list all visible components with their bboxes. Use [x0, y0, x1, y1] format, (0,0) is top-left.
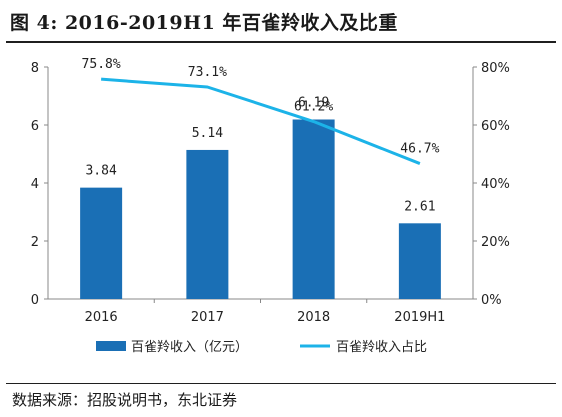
- bar: [80, 187, 123, 299]
- bar-value-label: 5.14: [192, 126, 223, 141]
- line-value-label: 73.1%: [188, 65, 227, 80]
- y-right-tick-label: 20%: [481, 235, 510, 250]
- legend-line-label: 百雀羚收入占比: [336, 340, 427, 355]
- bar: [292, 119, 335, 300]
- legend-bar-swatch: [96, 341, 126, 351]
- x-tick-label: 2017: [191, 310, 224, 325]
- y-right-tick-label: 60%: [481, 119, 510, 134]
- x-tick-label: 2016: [85, 310, 118, 325]
- y-right-tick-label: 40%: [481, 177, 510, 192]
- y-left-tick-label: 0: [31, 293, 39, 308]
- bar-value-label: 2.61: [404, 199, 435, 214]
- y-left-tick-label: 8: [31, 61, 39, 76]
- y-left-tick-label: 2: [31, 235, 39, 250]
- y-left-tick-label: 4: [31, 177, 39, 192]
- legend-bar-label: 百雀羚收入（亿元）: [131, 340, 248, 355]
- figure-title: 图 4: 2016-2019H1 年百雀羚收入及比重: [10, 12, 398, 34]
- bar: [186, 149, 229, 299]
- x-tick-label: 2018: [297, 310, 330, 325]
- bar-value-label: 3.84: [85, 164, 116, 179]
- x-tick-label: 2019H1: [394, 310, 445, 325]
- line-value-label: 61.2%: [294, 100, 333, 115]
- bar: [398, 223, 441, 299]
- line-value-label: 46.7%: [400, 142, 439, 157]
- source-rule: [6, 383, 556, 384]
- source-note: 数据来源：招股说明书，东北证券: [12, 391, 238, 409]
- y-right-tick-label: 0%: [481, 293, 502, 308]
- y-left-tick-label: 6: [31, 119, 39, 134]
- title-rule: [6, 41, 556, 43]
- bar-value-label: 6.19: [298, 95, 329, 110]
- share-line: [101, 77, 421, 165]
- line-value-label: 75.8%: [82, 57, 121, 72]
- y-right-tick-label: 80%: [481, 61, 510, 76]
